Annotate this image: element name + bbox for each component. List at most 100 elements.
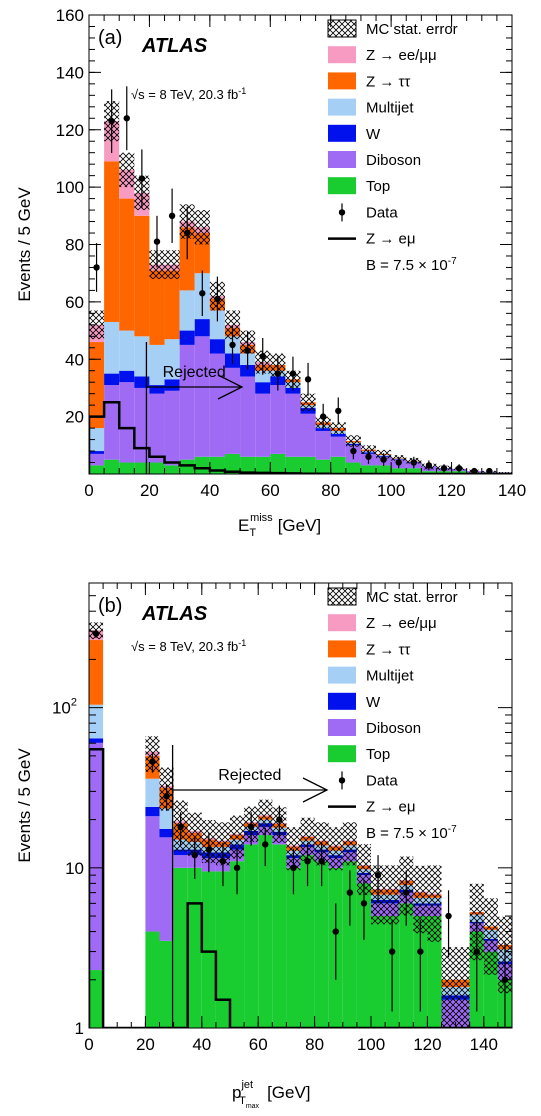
data-point bbox=[289, 356, 297, 391]
data-point bbox=[304, 842, 311, 887]
legend-entry: W bbox=[328, 124, 381, 143]
legend-label: MC stat. error bbox=[366, 21, 458, 38]
bar-top bbox=[194, 456, 210, 474]
bar-top bbox=[255, 456, 271, 474]
bar-multijet bbox=[104, 321, 120, 374]
bar-multijet bbox=[159, 808, 174, 829]
data-point bbox=[199, 270, 206, 317]
panel-b-x-axis-label: pjet Tmax[GeV] bbox=[232, 1079, 311, 1110]
legend-label: Top bbox=[366, 746, 390, 763]
bar-top bbox=[134, 462, 150, 474]
bar-top bbox=[230, 861, 245, 1028]
bar-top bbox=[371, 916, 386, 1028]
y-tick-label: 120 bbox=[56, 121, 84, 140]
data-point bbox=[259, 338, 266, 375]
legend-entry: B = 7.5 × 10-7 bbox=[366, 256, 457, 274]
x-tick-label: 80 bbox=[321, 481, 340, 500]
legend-entry: Z → eμ bbox=[328, 231, 415, 248]
bar-multijet bbox=[119, 330, 135, 371]
legend-label: Multijet bbox=[366, 668, 414, 685]
bar-top bbox=[300, 855, 315, 1028]
mc-error-bin bbox=[187, 812, 202, 856]
bar-top bbox=[421, 471, 437, 474]
y-tick-label: 40 bbox=[65, 350, 84, 369]
legend-entry: MC stat. error bbox=[327, 587, 458, 606]
legend-entry: Z → ττ bbox=[328, 72, 410, 90]
data-point bbox=[149, 752, 156, 773]
panel-b-mc-error-band bbox=[89, 622, 512, 1028]
legend-entry: Data bbox=[338, 771, 398, 790]
data-point bbox=[247, 812, 255, 846]
mc-error-bin bbox=[483, 898, 498, 975]
panel-b-rejected-label: Rejected bbox=[218, 767, 281, 784]
legend-label: Z → ττ bbox=[366, 73, 410, 90]
bar-w bbox=[89, 451, 105, 454]
mc-error-bin bbox=[345, 435, 361, 447]
data-point bbox=[108, 89, 115, 153]
data-point bbox=[332, 903, 339, 980]
data-point bbox=[417, 919, 424, 1012]
bar-top bbox=[224, 453, 241, 474]
bar-top bbox=[145, 931, 160, 1028]
bar-w bbox=[209, 339, 225, 354]
data-point bbox=[455, 464, 463, 473]
legend-label: Diboson bbox=[366, 152, 421, 169]
bar-top bbox=[215, 871, 230, 1028]
bar-top bbox=[270, 453, 286, 474]
data-point bbox=[395, 456, 402, 469]
data-point bbox=[380, 453, 387, 467]
mc-error-bin bbox=[258, 799, 273, 836]
x-tick-label: 0 bbox=[84, 481, 93, 500]
bar-diboson bbox=[194, 336, 210, 457]
data-point bbox=[138, 149, 146, 208]
panel-b-y-axis-label: Events / 5 GeV bbox=[15, 748, 34, 863]
bar-diboson bbox=[164, 390, 180, 466]
panel-b-label: (b) bbox=[98, 595, 122, 617]
legend-label: Data bbox=[366, 204, 398, 221]
bar-w bbox=[159, 828, 174, 838]
bar-diboson bbox=[145, 816, 160, 932]
bar-w bbox=[149, 385, 165, 394]
bar-diboson bbox=[330, 436, 346, 457]
panel-a-rejected-label: Rejected bbox=[163, 364, 226, 381]
bar-w bbox=[145, 806, 160, 817]
data-point bbox=[183, 206, 191, 260]
bar-w bbox=[119, 370, 135, 383]
mc-error-bin bbox=[164, 250, 180, 279]
bar-diboson bbox=[134, 387, 150, 463]
bar-top bbox=[119, 462, 135, 474]
mc-error-bin bbox=[455, 947, 470, 1028]
bar-z bbox=[164, 270, 180, 340]
mc-error-bin bbox=[356, 844, 371, 896]
bar-diboson bbox=[89, 453, 105, 466]
data-point bbox=[388, 919, 396, 1012]
y-tick-label: 20 bbox=[65, 408, 84, 427]
data-point bbox=[214, 276, 221, 322]
legend-label: Multijet bbox=[366, 100, 414, 117]
data-point bbox=[445, 890, 452, 958]
legend-label: Z → eμ bbox=[366, 231, 415, 248]
x-tick-label: 140 bbox=[470, 1035, 498, 1054]
x-tick-label: 80 bbox=[305, 1035, 324, 1054]
legend-label: Z → ee/μμ bbox=[366, 615, 437, 632]
panel-b-rejected-arrow: Rejected bbox=[171, 745, 329, 1028]
data-point bbox=[219, 842, 227, 887]
data-point bbox=[374, 855, 382, 904]
data-point bbox=[93, 243, 100, 292]
bar-diboson bbox=[270, 385, 286, 454]
bar-diboson bbox=[149, 393, 165, 463]
mc-error-bin bbox=[300, 393, 316, 411]
legend-entry: Z → ττ bbox=[328, 640, 410, 658]
data-point bbox=[403, 870, 410, 926]
panel-a-data-points bbox=[93, 86, 493, 475]
mc-error-bin bbox=[496, 471, 512, 474]
legend-label: MC stat. error bbox=[366, 589, 458, 606]
legend-entry: Diboson bbox=[328, 151, 421, 169]
mc-error-bin bbox=[328, 827, 343, 871]
bar-multijet bbox=[89, 428, 105, 452]
legend-entry: Multijet bbox=[328, 666, 414, 685]
data-point bbox=[177, 812, 184, 846]
panel-b-ticks: 0 20 40 60 80 100 120 140 1 10 102 bbox=[52, 582, 513, 1054]
mc-error-bin bbox=[194, 210, 210, 245]
